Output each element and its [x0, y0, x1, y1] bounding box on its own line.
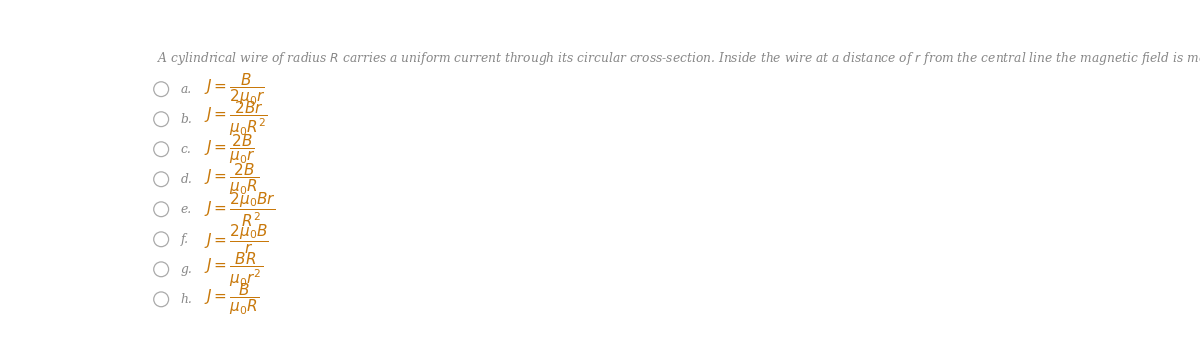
- Text: $\mathit{J} = \dfrac{2\mu_0 \mathit{Br}}{\mathit{R}^2}$: $\mathit{J} = \dfrac{2\mu_0 \mathit{Br}}…: [204, 190, 276, 229]
- Text: e.: e.: [181, 203, 192, 216]
- Text: h.: h.: [181, 293, 192, 306]
- Text: b.: b.: [181, 113, 192, 126]
- Text: f.: f.: [181, 233, 188, 246]
- Text: c.: c.: [181, 143, 192, 156]
- Text: d.: d.: [181, 173, 192, 186]
- Text: $\mathit{J} = \dfrac{2\mathit{Br}}{\mu_0 \mathit{R}^2}$: $\mathit{J} = \dfrac{2\mathit{Br}}{\mu_0…: [204, 100, 268, 138]
- Text: a.: a.: [181, 83, 192, 96]
- Text: $\mathit{J} = \dfrac{\mathit{BR}}{\mu_0 \mathit{r}^2}$: $\mathit{J} = \dfrac{\mathit{BR}}{\mu_0 …: [204, 250, 263, 288]
- Text: $\mathit{J} = \dfrac{\mathit{B}}{2\mu_0 \mathit{r}}$: $\mathit{J} = \dfrac{\mathit{B}}{2\mu_0 …: [204, 71, 265, 107]
- Text: $\mathit{J} = \dfrac{2\mathit{B}}{\mu_0 \mathit{R}}$: $\mathit{J} = \dfrac{2\mathit{B}}{\mu_0 …: [204, 161, 259, 197]
- Text: A cylindrical wire of radius $\mathit{R}$ carries a uniform current through its : A cylindrical wire of radius $\mathit{R}…: [157, 50, 1200, 67]
- Text: $\mathit{J} = \dfrac{\mathit{B}}{\mu_0 \mathit{R}}$: $\mathit{J} = \dfrac{\mathit{B}}{\mu_0 \…: [204, 282, 259, 317]
- Text: g.: g.: [181, 263, 192, 276]
- Text: $\mathit{J} = \dfrac{2\mathit{B}}{\mu_0 \mathit{r}}$: $\mathit{J} = \dfrac{2\mathit{B}}{\mu_0 …: [204, 132, 256, 166]
- Text: $\mathit{J} = \dfrac{2\mu_0 \mathit{B}}{\mathit{r}}$: $\mathit{J} = \dfrac{2\mu_0 \mathit{B}}{…: [204, 222, 269, 256]
